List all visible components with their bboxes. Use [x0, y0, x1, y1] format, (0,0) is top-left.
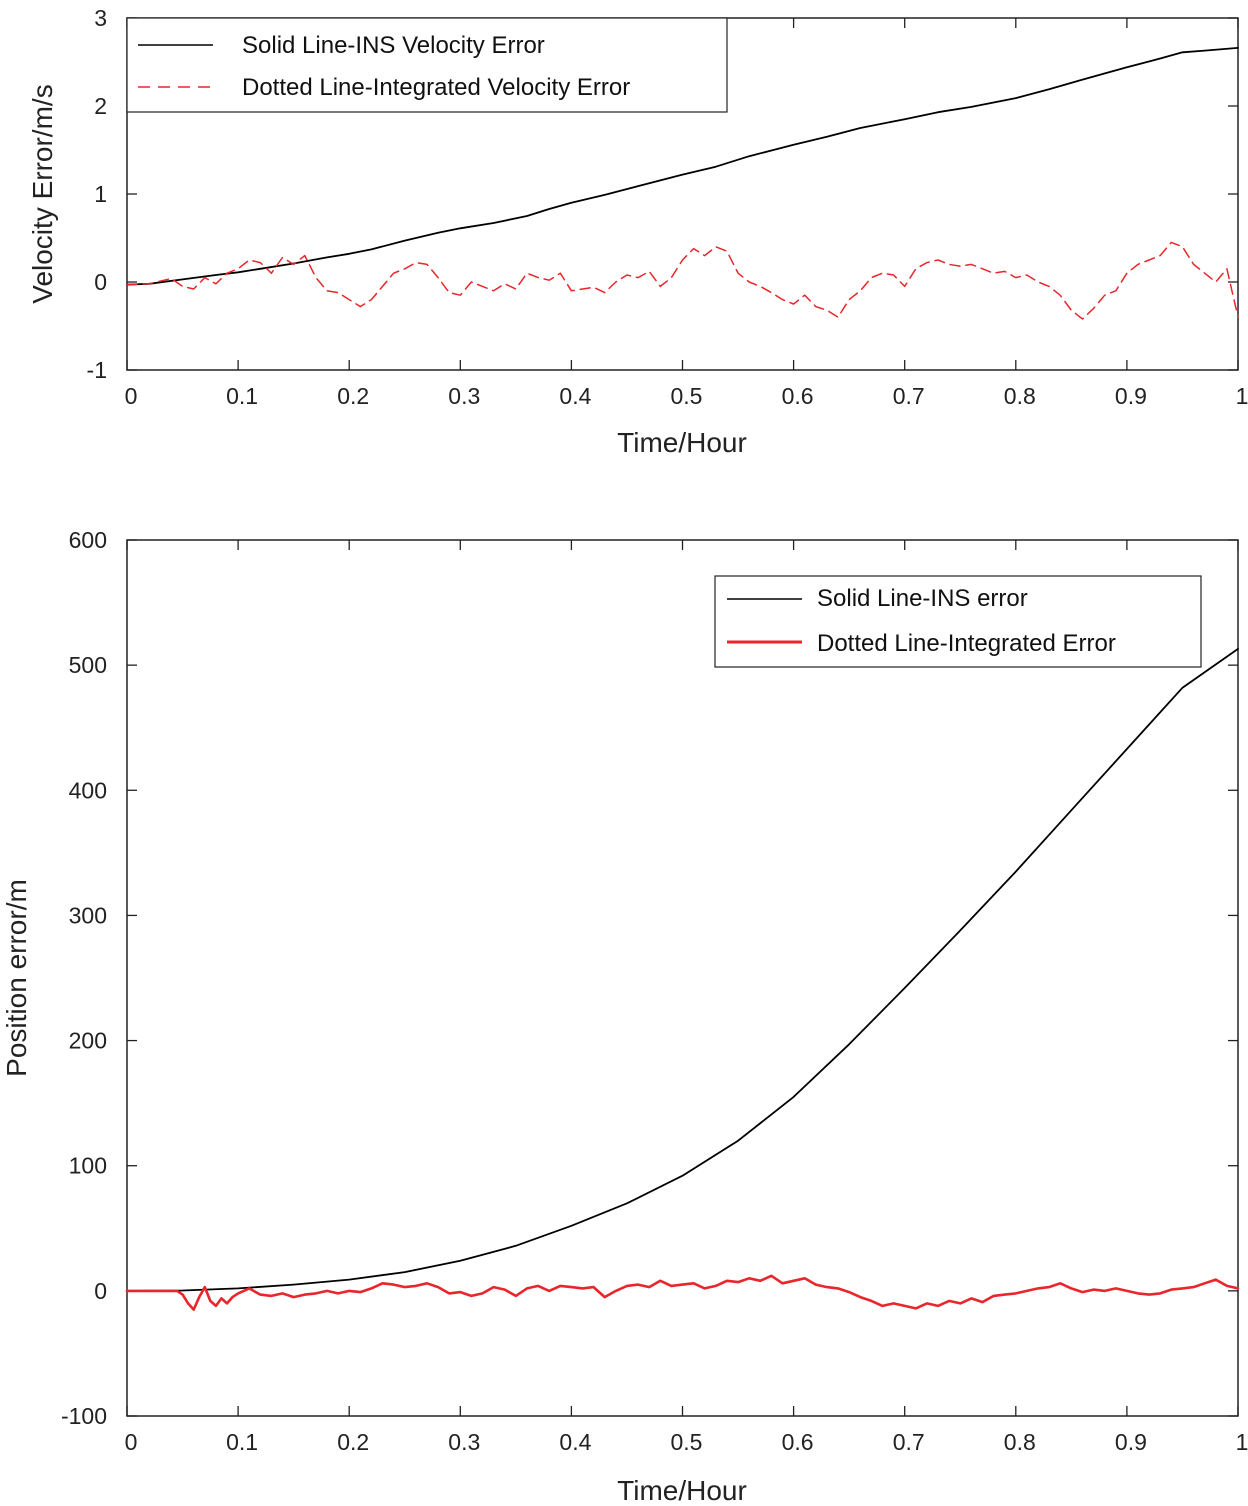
position-chart: -100 0 100 200 300 400 500 600 0 0.1 0.2 0.3 0.4 0.5… — [1, 527, 1248, 1506]
position-y-tick-label: -100 — [61, 1403, 107, 1429]
position-series-line-ins — [126, 648, 1239, 1292]
position-legend: Solid Line-INS error Dotted Line-Integra… — [714, 575, 1202, 668]
position-x-tick-label: 0.7 — [893, 1429, 925, 1455]
velocity-series-line-integrated — [126, 241, 1239, 320]
velocity-y-ticks: -1 0 1 2 3 — [87, 5, 1238, 383]
position-x-tick-label: 0.6 — [782, 1429, 814, 1455]
position-x-ticks: 0 0.1 0.2 0.3 0.4 0.5 0.6 0.7 0.8 0.9 1 — [125, 540, 1248, 1455]
velocity-x-tick-label: 0.2 — [337, 383, 369, 409]
position-series-line-integrated — [125, 1274, 1240, 1311]
position-x-tick-label: 0.8 — [1004, 1429, 1036, 1455]
velocity-x-ticks: 0 0.1 0.2 0.3 0.4 0.5 0.6 0.7 0.8 0.9 1 — [125, 18, 1248, 409]
position-y-tick-label: 200 — [69, 1028, 107, 1054]
position-y-axis-label: Position error/m — [1, 879, 32, 1077]
position-legend-label-ins: Solid Line-INS error — [817, 585, 1028, 612]
position-plot-frame — [126, 539, 1239, 1417]
velocity-y-axis-label: Velocity Error/m/s — [27, 84, 58, 303]
velocity-y-tick-label: 1 — [94, 181, 107, 207]
position-x-axis-label: Time/Hour — [617, 1475, 747, 1506]
velocity-chart: -1 0 1 2 3 0 0.1 0.2 0.3 0.4 0.5 0.6 0.7 0.8 0.9 1 Tim… — [27, 5, 1248, 458]
position-y-tick-label: 500 — [69, 652, 107, 678]
position-y-tick-label: 100 — [69, 1153, 107, 1179]
velocity-y-tick-label: 2 — [94, 93, 107, 119]
position-x-tick-label: 0.1 — [226, 1429, 258, 1455]
position-y-tick-label: 600 — [69, 527, 107, 553]
velocity-series-line-ins — [126, 47, 1239, 286]
velocity-x-tick-label: 0.8 — [1004, 383, 1036, 409]
position-y-tick-label: 300 — [69, 902, 107, 928]
velocity-x-tick-label: 0 — [125, 383, 138, 409]
velocity-legend: Solid Line-INS Velocity Error Dotted Lin… — [126, 17, 728, 113]
velocity-x-tick-label: 0.7 — [893, 383, 925, 409]
position-x-tick-label: 0 — [125, 1429, 138, 1455]
velocity-x-tick-label: 0.1 — [226, 383, 258, 409]
velocity-y-tick-label: 3 — [94, 5, 107, 31]
velocity-x-axis-label: Time/Hour — [617, 427, 747, 458]
position-series — [125, 648, 1240, 1311]
position-x-tick-label: 0.2 — [337, 1429, 369, 1455]
position-x-tick-label: 0.5 — [671, 1429, 703, 1455]
position-x-tick-label: 0.3 — [448, 1429, 480, 1455]
velocity-legend-label-integrated: Dotted Line-Integrated Velocity Error — [242, 74, 630, 101]
position-y-tick-label: 0 — [94, 1278, 107, 1304]
velocity-x-tick-label: 1 — [1236, 383, 1248, 409]
velocity-x-tick-label: 0.4 — [559, 383, 591, 409]
position-y-tick-label: 400 — [69, 777, 107, 803]
velocity-y-tick-label: 0 — [94, 269, 107, 295]
position-x-tick-label: 0.9 — [1115, 1429, 1147, 1455]
velocity-x-tick-label: 0.3 — [448, 383, 480, 409]
position-legend-box — [714, 575, 1202, 668]
position-x-tick-label: 0.4 — [559, 1429, 591, 1455]
velocity-y-tick-label: -1 — [87, 357, 107, 383]
velocity-x-tick-label: 0.9 — [1115, 383, 1147, 409]
position-legend-label-integrated: Dotted Line-Integrated Error — [817, 630, 1116, 657]
velocity-x-tick-label: 0.6 — [782, 383, 814, 409]
position-y-ticks: -100 0 100 200 300 400 500 600 — [61, 527, 1238, 1429]
velocity-x-tick-label: 0.5 — [671, 383, 703, 409]
velocity-legend-box — [126, 17, 728, 113]
position-x-tick-label: 1 — [1236, 1429, 1248, 1455]
velocity-legend-label-ins: Solid Line-INS Velocity Error — [242, 32, 545, 59]
velocity-series — [126, 47, 1239, 320]
